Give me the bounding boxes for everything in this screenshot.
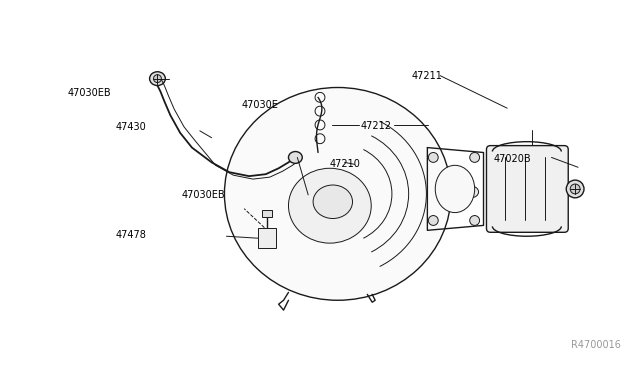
Ellipse shape bbox=[289, 168, 371, 243]
Ellipse shape bbox=[225, 87, 451, 300]
Ellipse shape bbox=[154, 75, 161, 83]
Text: R4700016: R4700016 bbox=[571, 340, 621, 350]
Ellipse shape bbox=[428, 153, 438, 162]
Text: 47030E: 47030E bbox=[241, 100, 278, 110]
Ellipse shape bbox=[289, 151, 302, 163]
FancyBboxPatch shape bbox=[486, 145, 568, 232]
Ellipse shape bbox=[566, 180, 584, 198]
Text: 47210: 47210 bbox=[330, 159, 360, 169]
Text: 47478: 47478 bbox=[115, 231, 146, 240]
Ellipse shape bbox=[313, 185, 353, 218]
Text: 47030EB: 47030EB bbox=[68, 87, 111, 97]
Ellipse shape bbox=[150, 72, 165, 86]
Bar bbox=[258, 228, 276, 248]
Text: 47020B: 47020B bbox=[493, 154, 531, 164]
Ellipse shape bbox=[570, 184, 580, 194]
Text: 47430: 47430 bbox=[115, 122, 146, 132]
Text: 47030EB: 47030EB bbox=[181, 190, 225, 200]
Ellipse shape bbox=[470, 153, 479, 162]
Ellipse shape bbox=[463, 186, 479, 198]
Bar bbox=[262, 210, 272, 217]
Ellipse shape bbox=[428, 215, 438, 225]
Text: 47212: 47212 bbox=[361, 121, 392, 131]
Text: 47211: 47211 bbox=[412, 71, 442, 81]
Ellipse shape bbox=[470, 215, 479, 225]
Ellipse shape bbox=[435, 165, 475, 212]
